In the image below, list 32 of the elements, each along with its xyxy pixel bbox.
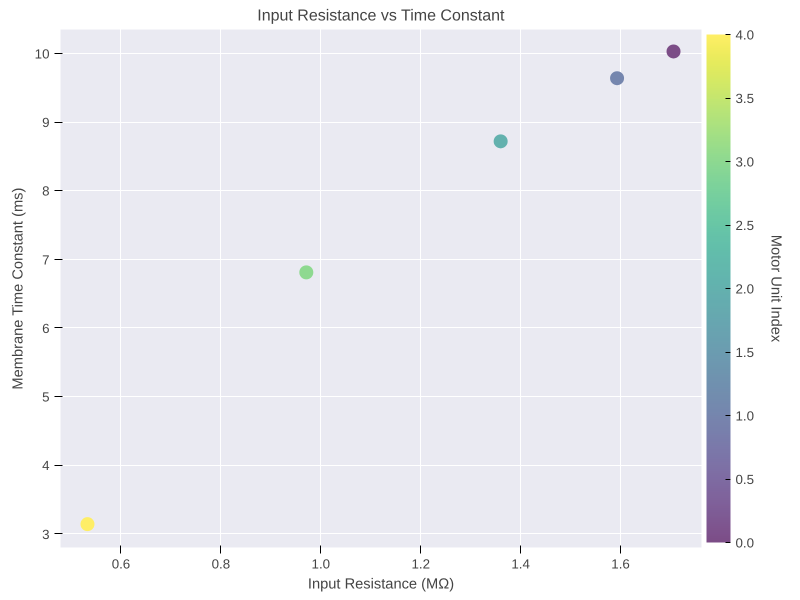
- x-axis-title: Input Resistance (MΩ): [308, 576, 454, 592]
- point: [666, 44, 681, 58]
- color-bar-label: 0.0: [736, 536, 754, 550]
- point: [494, 134, 508, 148]
- color-bar-label: 1.5: [736, 345, 754, 360]
- x-tick-label: 1.6: [611, 556, 630, 572]
- y-tick-label: 4: [42, 458, 50, 474]
- x-tick-label: 1.4: [511, 556, 530, 572]
- color-bar-label: 1.0: [736, 408, 754, 424]
- color-bar-label: 3.5: [736, 91, 754, 106]
- color-bar-label: 2.5: [736, 218, 754, 233]
- y-tick-label: 7: [42, 252, 50, 268]
- point: [80, 517, 94, 532]
- color-bar-label: 4.0: [736, 28, 754, 42]
- y-tick-label: 9: [42, 115, 50, 130]
- color-bar-label: 0.5: [736, 472, 754, 487]
- x-tick-label: 0.6: [112, 556, 130, 572]
- chart-title: Input Resistance vs Time Constant: [257, 8, 506, 24]
- y-tick-label: 5: [42, 390, 50, 405]
- x-tick-label: 1.2: [411, 556, 430, 572]
- y-tick-label: 3: [42, 526, 50, 542]
- x-tick-label: 1.0: [312, 556, 330, 572]
- y-tick-label: 6: [42, 320, 50, 336]
- point: [299, 265, 314, 280]
- color-bar-label: 2.0: [736, 282, 754, 296]
- point: [610, 71, 624, 86]
- y-axis-title: Membrane Time Constant (ms): [10, 188, 27, 390]
- y-tick-label: 10: [34, 46, 50, 62]
- color-bar-title: Motor Unit Index: [768, 234, 784, 343]
- y-tick-label: 8: [42, 184, 50, 199]
- x-tick-label: 0.8: [212, 556, 230, 572]
- color-bar-label: 3.0: [736, 154, 754, 170]
